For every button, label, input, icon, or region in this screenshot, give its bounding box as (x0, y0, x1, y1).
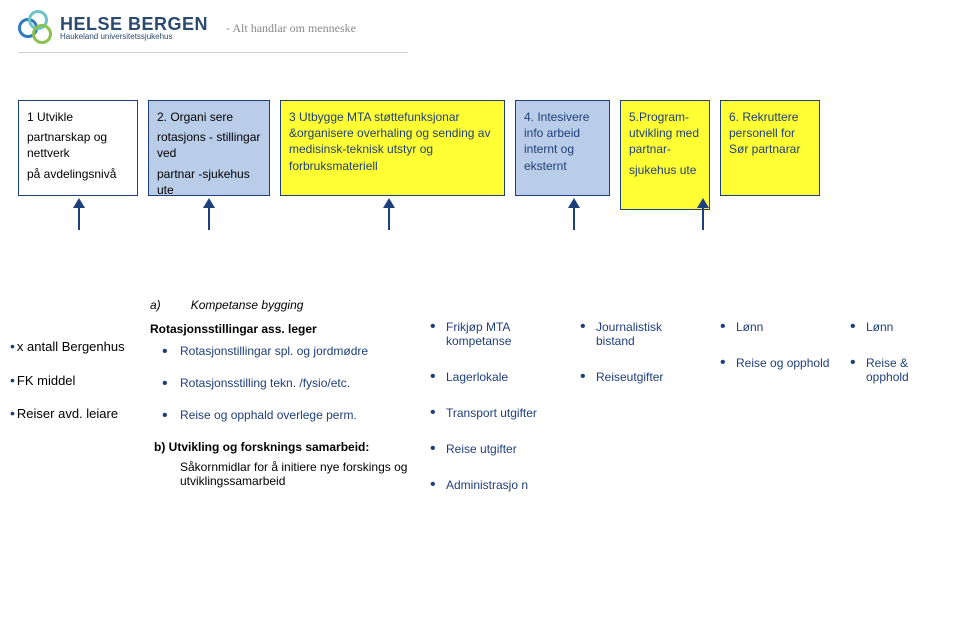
col3-item-5: Administrasjo n (430, 478, 570, 492)
logo-rings-icon (18, 10, 54, 46)
col5-item-1: Lønn (720, 320, 830, 334)
org-logo: HELSE BERGEN Haukeland universitetssjuke… (18, 10, 208, 46)
col4-item-1: Journalistisk bistand (580, 320, 700, 348)
col3-item-4: Reise utgifter (430, 442, 570, 456)
section-a-label: a) (150, 298, 161, 312)
box5-line2: sjukehus ute (629, 162, 701, 178)
org-subtitle: Haukeland universitetssjukehus (60, 33, 208, 41)
col3-item-3: Transport utgifter (430, 406, 570, 420)
mid-column: a) Kompetanse bygging Rotasjonsstillinga… (150, 298, 430, 488)
section-b-sub: Såkornmidlar for å initiere nye forsking… (150, 460, 430, 488)
col6-item-2: Reise & opphold (850, 356, 950, 384)
box2-line2: rotasjons - stillingar ved (157, 129, 261, 161)
box2-line1: 2. Organi sere (157, 109, 261, 125)
process-box-4: 4. Intesivere info arbeid internt og eks… (515, 100, 610, 196)
col4-item-2: Reiseutgifter (580, 370, 700, 384)
up-arrow-3 (388, 200, 390, 230)
mid-item-2: Rotasjonsstilling tekn. /fysio/etc. (180, 376, 430, 390)
up-arrow-2 (208, 200, 210, 230)
arrow-row (18, 200, 918, 240)
box4-text: 4. Intesivere info arbeid internt og eks… (524, 109, 601, 174)
mid-item-list: Rotasjonstillingar spl. og jordmødre Rota… (150, 344, 430, 422)
process-box-6: 6. Rekruttere personell for Sør partnara… (720, 100, 820, 196)
process-box-5: 5.Program-utvikling med partnar- sjukehu… (620, 100, 710, 210)
bullet-col-4: Journalistisk bistand Reiseutgifter (580, 320, 700, 406)
box2-line3: partnar -sjukehus ute (157, 166, 261, 198)
header-divider (18, 52, 408, 53)
box6-text: 6. Rekruttere personell for Sør partnara… (729, 109, 811, 158)
bullet-col-6: Lønn Reise & opphold (850, 320, 950, 406)
left-list-item-2: •FK middel (10, 364, 125, 398)
col6-item-1: Lønn (850, 320, 950, 334)
box1-line2: partnarskap og nettverk (27, 129, 129, 161)
col3-item-2: Lagerlokale (430, 370, 570, 384)
section-a-heading: a) Kompetanse bygging (150, 298, 430, 312)
up-arrow-1 (78, 200, 80, 230)
section-a-title: Kompetanse bygging (191, 298, 304, 312)
section-b: b) Utvikling og forsknings samarbeid: Så… (150, 440, 430, 488)
bullet-col-5: Lønn Reise og opphold (720, 320, 830, 392)
box3-text: 3 Utbygge MTA støttefunksjonar &organise… (289, 109, 496, 174)
col5-item-2: Reise og opphold (720, 356, 830, 370)
mid-item-3: Reise og opphald overlege perm. (180, 408, 430, 422)
org-tagline: - Alt handlar om menneske (226, 21, 356, 36)
mid-subhead: Rotasjonsstillingar ass. leger (150, 322, 430, 336)
box1-line3: på avdelingsnivå (27, 166, 129, 182)
org-name: HELSE BERGEN (60, 15, 208, 33)
left-list-item-3: •Reiser avd. leiare (10, 397, 125, 431)
up-arrow-5 (702, 200, 704, 230)
box5-line1: 5.Program-utvikling med partnar- (629, 109, 701, 158)
process-box-3: 3 Utbygge MTA støttefunksjonar &organise… (280, 100, 505, 196)
left-bullet-list: •x antall Bergenhus•FK middel•Reiser avd… (10, 330, 125, 431)
section-b-title: b) Utvikling og forsknings samarbeid: (150, 440, 430, 454)
page-header: HELSE BERGEN Haukeland universitetssjuke… (18, 10, 356, 46)
col3-item-1: Frikjøp MTA kompetanse (430, 320, 570, 348)
process-box-row: 1 Utvikle partnarskap og nettverk på avd… (18, 100, 820, 210)
left-list-item-1: •x antall Bergenhus (10, 330, 125, 364)
bullet-col-3: Frikjøp MTA kompetanse Lagerlokale Transpo… (430, 320, 570, 514)
up-arrow-4 (573, 200, 575, 230)
mid-item-1: Rotasjonstillingar spl. og jordmødre (180, 344, 430, 358)
process-box-2: 2. Organi sere rotasjons - stillingar ve… (148, 100, 270, 196)
box1-line1: 1 Utvikle (27, 109, 129, 125)
process-box-1: 1 Utvikle partnarskap og nettverk på avd… (18, 100, 138, 196)
